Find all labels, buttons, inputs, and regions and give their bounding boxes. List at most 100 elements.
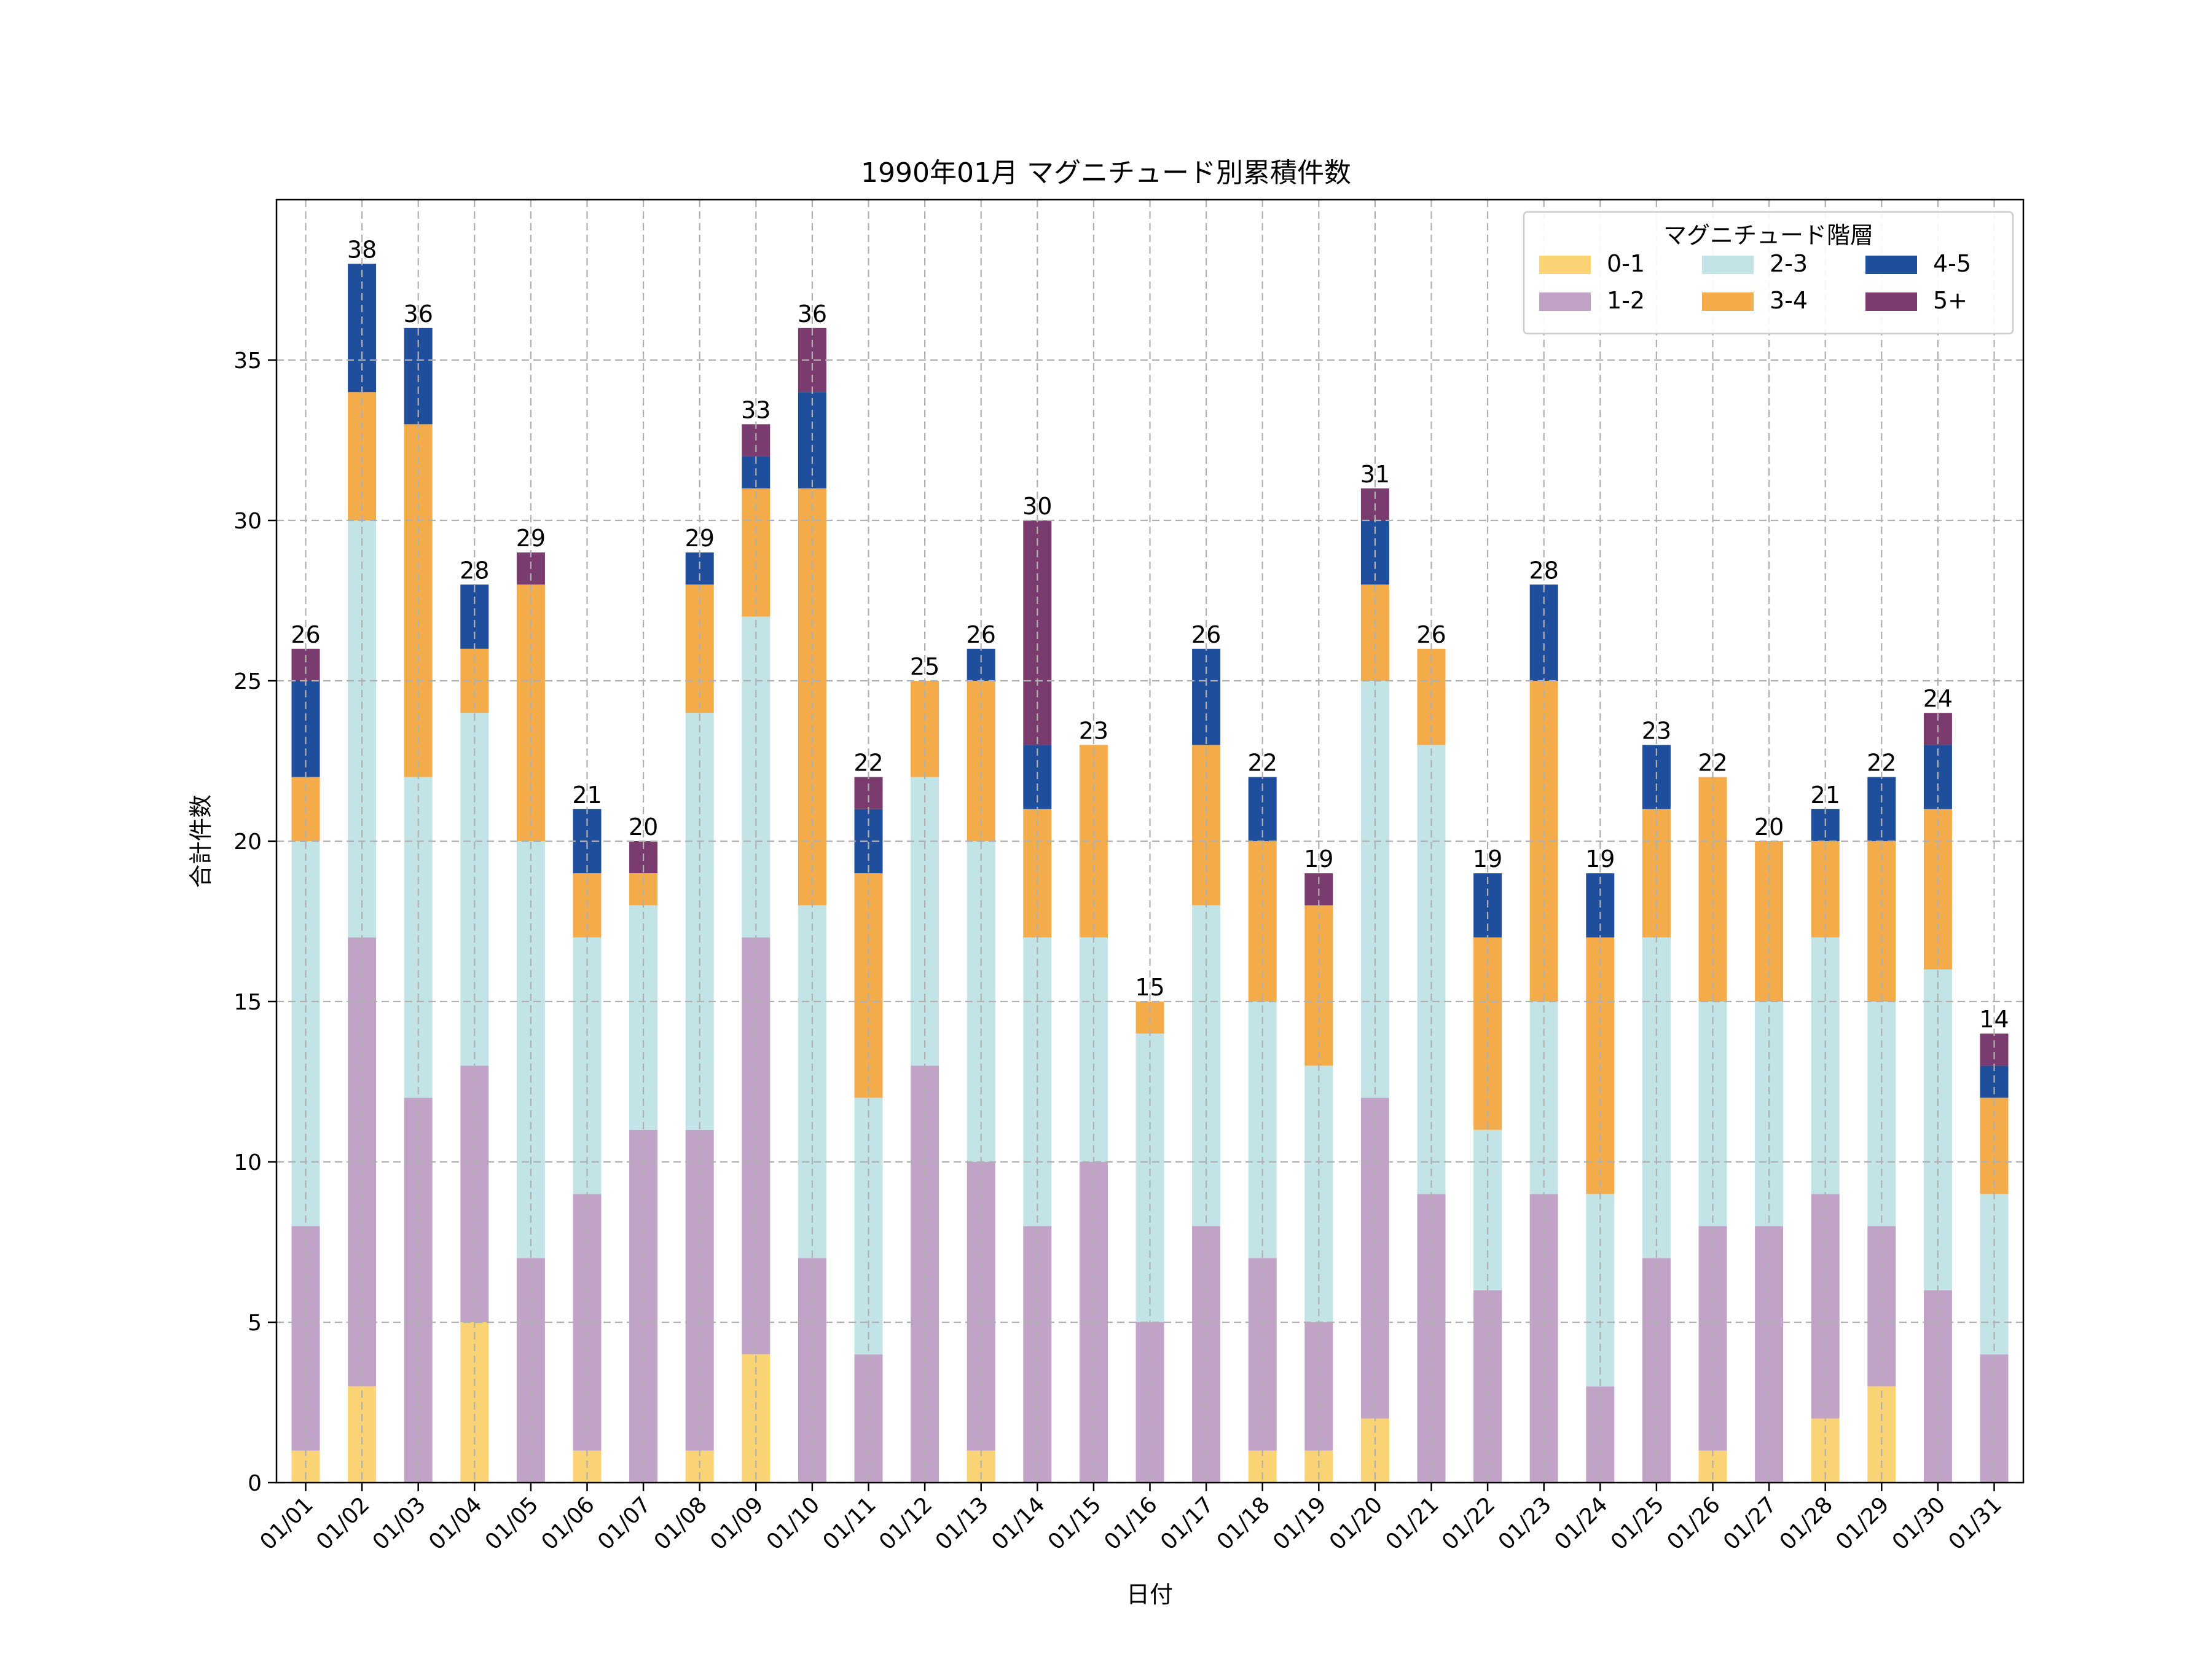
x-tick-label: 01/14 <box>987 1492 1049 1555</box>
x-tick-label: 01/30 <box>1888 1492 1950 1555</box>
y-tick-label: 25 <box>233 669 262 694</box>
y-axis: 0 5 10 15 20 25 30 35 <box>233 348 276 1496</box>
legend-title: マグニチュード階層 <box>1663 222 1873 249</box>
x-tick-label: 01/12 <box>874 1492 937 1555</box>
bar-total-labels: 26 38 36 28 29 21 20 29 33 36 22 25 26 30 23 15 26 22 19 31… <box>291 236 2009 1033</box>
y-tick-label: 15 <box>233 990 262 1015</box>
grid-lines <box>276 200 2023 1484</box>
bar-segment-0-1-01/02 <box>348 1386 377 1483</box>
bar-total-label: 33 <box>741 396 771 423</box>
bar-total-label: 19 <box>1585 845 1615 873</box>
bar-segment-4-5-01/13 <box>967 648 995 681</box>
x-axis: 01/0101/0201/0301/0401/0501/0601/0701/08… <box>256 1483 2007 1555</box>
bar-segment-5+-01/01 <box>291 648 320 681</box>
bar-total-label: 38 <box>347 236 377 263</box>
y-tick-label: 35 <box>233 348 262 374</box>
legend-label-5+: 5+ <box>1933 287 1967 314</box>
legend-label-4-5: 4-5 <box>1933 250 1971 277</box>
x-tick-label: 01/22 <box>1437 1492 1500 1555</box>
bar-segment-0-1-01/29 <box>1867 1386 1896 1483</box>
bar-total-label: 22 <box>1248 750 1277 777</box>
x-tick-label: 01/16 <box>1100 1492 1163 1555</box>
legend: マグニチュード階層 0-1 1-2 2-3 3-4 4-5 5+ <box>1523 211 2014 335</box>
chart-title: 1990年01月 マグニチュード別累積件数 <box>861 157 1351 189</box>
bar-total-label: 25 <box>910 653 939 680</box>
bar-total-label: 36 <box>404 300 433 327</box>
y-axis-label: 合計件数 <box>187 794 214 888</box>
x-axis-label: 日付 <box>1126 1581 1173 1608</box>
x-tick-label: 01/26 <box>1663 1492 1725 1555</box>
x-tick-label: 01/07 <box>593 1492 656 1555</box>
bar-total-label: 22 <box>1867 750 1896 777</box>
x-tick-label: 01/03 <box>368 1492 431 1555</box>
y-tick-label: 10 <box>233 1150 262 1175</box>
legend-swatch-0-1 <box>1539 256 1591 274</box>
legend-swatch-2-3 <box>1702 256 1754 274</box>
legend-swatch-1-2 <box>1539 292 1591 311</box>
legend-swatch-5+ <box>1865 292 1917 311</box>
x-tick-label: 01/21 <box>1381 1492 1444 1555</box>
bar-segment-4-5-01/04 <box>460 584 489 649</box>
y-tick-label: 20 <box>233 830 262 855</box>
x-tick-label: 01/02 <box>312 1492 374 1555</box>
x-tick-label: 01/20 <box>1325 1492 1387 1555</box>
bar-total-label: 21 <box>1811 782 1840 809</box>
y-tick-label: 30 <box>233 509 262 534</box>
bar-total-label: 36 <box>798 300 827 327</box>
y-tick-label: 0 <box>248 1471 262 1496</box>
legend-swatch-3-4 <box>1702 292 1754 311</box>
bar-total-label: 21 <box>572 782 602 809</box>
x-tick-label: 01/18 <box>1212 1492 1275 1555</box>
x-tick-label: 01/24 <box>1550 1492 1612 1555</box>
bar-total-label: 29 <box>685 525 715 552</box>
bar-total-label: 23 <box>1642 717 1671 744</box>
x-tick-label: 01/08 <box>649 1492 712 1555</box>
bar-total-label: 24 <box>1923 685 1953 712</box>
legend-label-2-3: 2-3 <box>1770 250 1808 277</box>
x-tick-label: 01/15 <box>1043 1492 1106 1555</box>
x-tick-label: 01/25 <box>1606 1492 1669 1555</box>
bar-total-label: 23 <box>1079 717 1108 744</box>
x-tick-label: 01/05 <box>480 1492 543 1555</box>
x-tick-label: 01/13 <box>931 1492 994 1555</box>
bar-segment-2-3-01/08 <box>685 713 714 1130</box>
bar-total-label: 22 <box>853 750 883 777</box>
x-tick-label: 01/17 <box>1156 1492 1218 1555</box>
bar-segment-2-3-01/05 <box>516 841 545 1258</box>
bar-total-label: 28 <box>460 557 489 584</box>
x-tick-label: 01/10 <box>762 1492 825 1555</box>
bar-total-label: 14 <box>1979 1006 2009 1033</box>
bar-total-label: 26 <box>1191 621 1221 648</box>
bar-segment-1-2-01/07 <box>629 1129 658 1483</box>
x-tick-label: 01/01 <box>256 1492 318 1555</box>
bar-total-label: 26 <box>291 621 320 648</box>
legend-swatch-4-5 <box>1865 256 1917 274</box>
x-tick-label: 01/19 <box>1268 1492 1331 1555</box>
bar-segment-5+-01/31 <box>1980 1033 2009 1066</box>
x-tick-label: 01/06 <box>537 1492 600 1555</box>
x-tick-label: 01/28 <box>1775 1492 1838 1555</box>
x-tick-label: 01/04 <box>424 1492 487 1555</box>
bar-total-label: 20 <box>1754 814 1784 841</box>
bar-total-label: 29 <box>516 525 546 552</box>
bar-total-label: 19 <box>1304 845 1333 873</box>
bar-total-label: 30 <box>1022 493 1052 520</box>
x-tick-label: 01/27 <box>1719 1492 1781 1555</box>
x-tick-label: 01/09 <box>705 1492 768 1555</box>
x-tick-label: 01/23 <box>1494 1492 1556 1555</box>
legend-label-0-1: 0-1 <box>1607 250 1645 277</box>
x-tick-label: 01/11 <box>818 1492 881 1555</box>
bar-segment-5+-01/11 <box>854 777 883 809</box>
bar-segment-1-2-01/24 <box>1586 1386 1615 1483</box>
bar-total-label: 28 <box>1529 557 1559 584</box>
y-tick-label: 5 <box>248 1311 262 1336</box>
bar-total-label: 26 <box>1416 621 1446 648</box>
bar-total-label: 26 <box>967 621 996 648</box>
bar-total-label: 15 <box>1135 974 1164 1001</box>
legend-label-1-2: 1-2 <box>1607 287 1645 314</box>
bar-total-label: 31 <box>1360 461 1390 488</box>
bar-total-label: 19 <box>1473 845 1502 873</box>
legend-label-3-4: 3-4 <box>1770 287 1808 314</box>
bar-total-label: 22 <box>1698 750 1727 777</box>
